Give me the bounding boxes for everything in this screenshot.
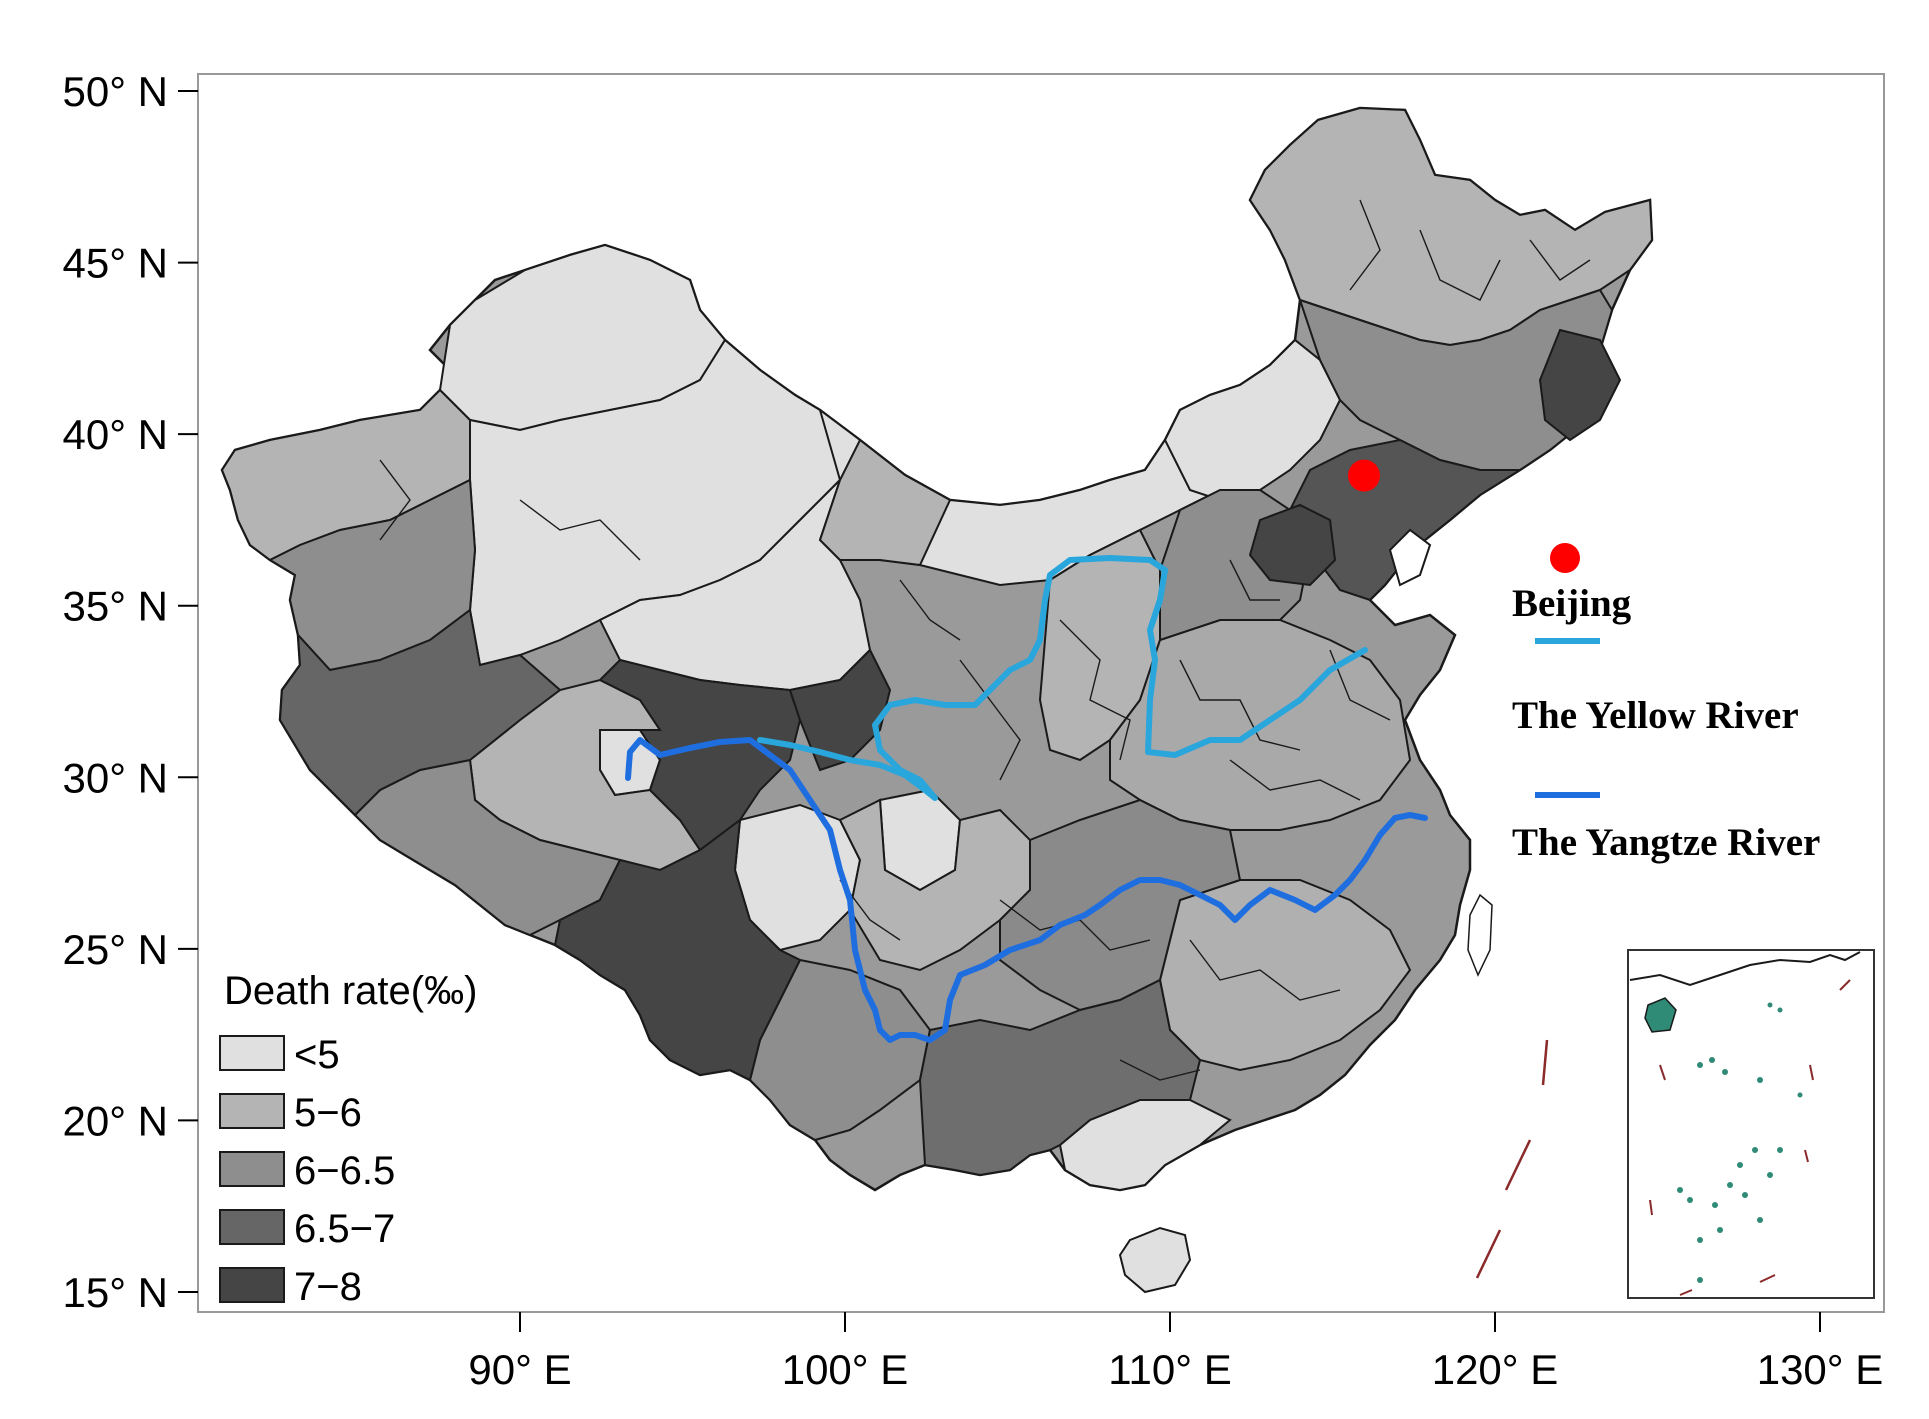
inset-nine-dash-line (1649, 979, 1851, 1296)
region-yunnan-south (553, 817, 802, 1082)
region-northeast-dark (1538, 328, 1622, 442)
map-frame (197, 73, 1885, 1313)
hainan-island (1118, 1226, 1192, 1294)
region-gansu (818, 438, 952, 567)
key-yellow-river-label: The Yellow River (1512, 694, 1799, 737)
region-gansu-south (788, 648, 892, 772)
legend: Death rate(‰) <5 5−6 6−6.5 6.5−7 7−8 (219, 969, 477, 1309)
longitude-axis: 90° E 100° E 110° E 120° E 130° E (468, 1312, 1883, 1393)
beijing-marker (1348, 459, 1380, 492)
legend-swatch (219, 1151, 285, 1187)
legend-swatch (219, 1035, 285, 1071)
inset-hainan (1644, 997, 1677, 1033)
legend-title: Death rate(‰) (224, 969, 477, 1013)
lon-tick-label: 90° E (468, 1346, 571, 1393)
legend-label: 6.5−7 (294, 1207, 395, 1251)
legend-label: 7−8 (294, 1265, 362, 1309)
lat-tick-label: 35° N (62, 583, 168, 630)
lat-tick-label: 30° N (62, 754, 168, 801)
legend-label: 6−6.5 (294, 1149, 395, 1193)
yellow-river-line (757, 555, 1368, 801)
legend-label: <5 (294, 1033, 340, 1077)
nine-dash-line-mainland (1475, 1039, 1549, 1279)
bohai-sea (1388, 528, 1432, 587)
lon-tick-label: 130° E (1757, 1346, 1884, 1393)
legend-swatch (219, 1209, 285, 1245)
lat-tick-label: 50° N (62, 68, 168, 115)
lon-tick-label: 120° E (1432, 1346, 1559, 1393)
region-jilin (1298, 288, 1614, 471)
legend-label: 5−6 (294, 1091, 362, 1135)
region-liaoning (1288, 438, 1524, 602)
yangtze-river-line (625, 737, 1428, 1043)
region-qinghai-south (598, 658, 802, 852)
lat-tick-label: 25° N (62, 926, 168, 973)
key-beijing-label: Beijing (1512, 582, 1632, 625)
inset-coastline (1629, 951, 1861, 987)
lon-tick-label: 100° E (782, 1346, 909, 1393)
china-mainland (220, 106, 1654, 1294)
latitude-axis: 50° N 45° N 40° N 35° N 30° N 25° N 20° N 15° N (62, 68, 198, 1316)
lon-tick-label: 110° E (1108, 1346, 1231, 1393)
taiwan-island (1467, 893, 1493, 977)
legend-swatch (219, 1267, 285, 1303)
region-guangxi (918, 978, 1202, 1177)
key-yangtze-river-label: The Yangtze River (1512, 821, 1820, 864)
lat-tick-label: 15° N (62, 1269, 168, 1316)
key-beijing-marker (1550, 543, 1580, 573)
region-tibet-west (278, 608, 562, 817)
lat-tick-label: 20° N (62, 1097, 168, 1144)
legend-swatch (219, 1093, 285, 1129)
lat-tick-label: 45° N (62, 240, 168, 287)
region-beijing-area (1248, 503, 1337, 587)
inset-islands (1677, 1002, 1803, 1283)
map-key: Beijing The Yellow River The Yangtze Riv… (1512, 543, 1820, 864)
lat-tick-label: 40° N (62, 411, 168, 458)
south-china-sea-inset (1627, 949, 1875, 1299)
